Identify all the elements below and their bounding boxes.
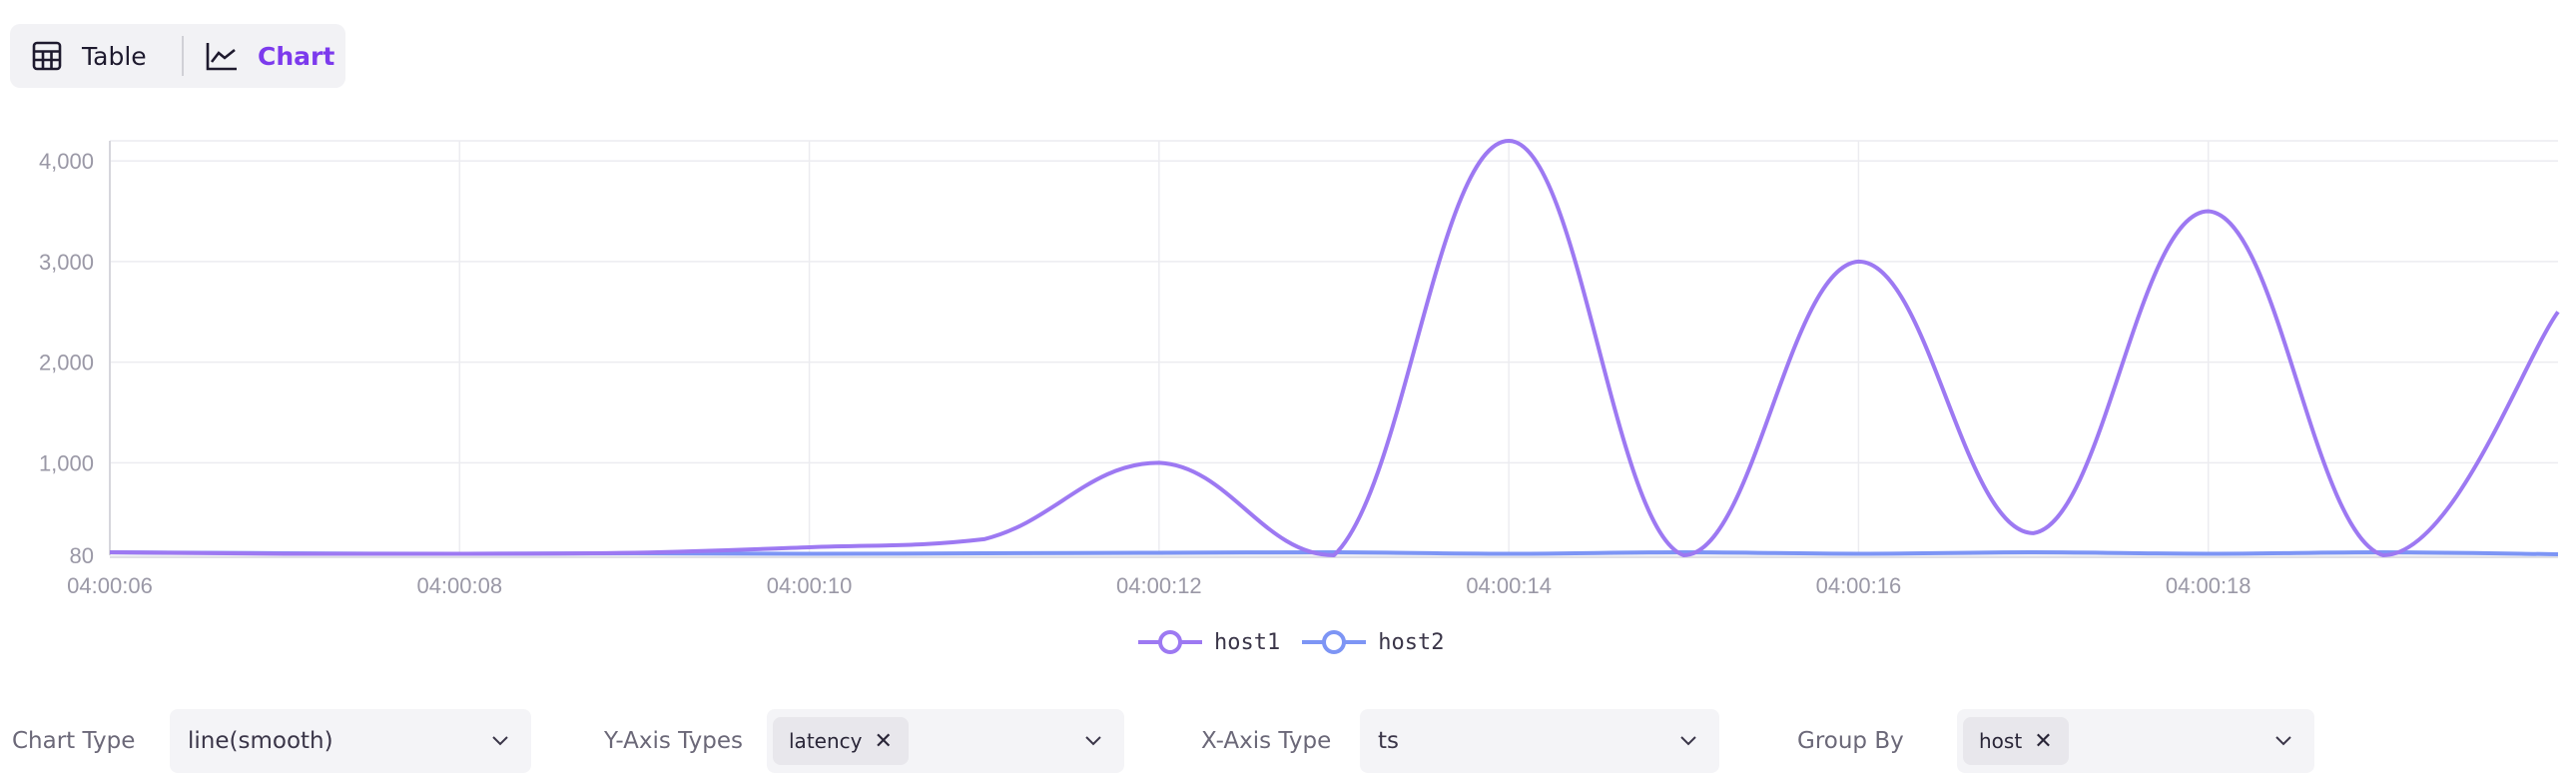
- chart-type-label: Chart Type: [12, 728, 136, 754]
- table-icon: [32, 41, 62, 71]
- remove-tag-icon[interactable]: ✕: [874, 728, 893, 754]
- chart-controls: Chart Type line(smooth) Y-Axis Types lat…: [0, 709, 2576, 773]
- legend-marker-icon: [1138, 630, 1202, 654]
- legend-label: host2: [1378, 629, 1445, 655]
- tag-label: latency: [789, 729, 863, 753]
- x-axis-type-value: ts: [1378, 728, 1400, 754]
- y-axis-types-label: Y-Axis Types: [604, 728, 743, 754]
- x-tick-label: 04:00:16: [1816, 573, 1902, 598]
- chart-view-button[interactable]: Chart: [184, 24, 334, 88]
- x-tick-label: 04:00:08: [416, 573, 502, 598]
- x-tick-label: 04:00:06: [67, 573, 153, 598]
- chart-label: Chart: [258, 41, 335, 71]
- chart-type-select[interactable]: line(smooth): [170, 709, 531, 773]
- y-tick-label: 1,000: [39, 450, 94, 475]
- x-tick-label: 04:00:18: [2166, 573, 2252, 598]
- tag-host: host ✕: [1963, 717, 2069, 765]
- legend: host1 host2: [1138, 627, 1466, 657]
- series-line-host1: [109, 139, 2560, 557]
- tag-label: host: [1979, 729, 2023, 753]
- view-toggle: Table Chart: [10, 24, 345, 88]
- chevron-down-icon: [492, 736, 508, 746]
- y-tick-label: 4,000: [39, 149, 94, 174]
- legend-label: host1: [1214, 629, 1281, 655]
- toggle-divider: [182, 36, 184, 76]
- legend-item-host1[interactable]: host1: [1138, 627, 1280, 657]
- x-axis-type-select[interactable]: ts: [1360, 709, 1719, 773]
- line-chart-icon: [206, 43, 237, 71]
- x-tick-label: 04:00:10: [767, 573, 853, 598]
- legend-marker-icon: [1302, 630, 1367, 654]
- x-tick-label: 04:00:12: [1116, 573, 1202, 598]
- chevron-down-icon: [1680, 736, 1696, 746]
- chevron-down-icon: [1085, 736, 1101, 746]
- chevron-down-icon: [2275, 736, 2291, 746]
- table-view-button[interactable]: Table: [10, 24, 182, 88]
- group-by-select[interactable]: host ✕: [1957, 709, 2314, 773]
- remove-tag-icon[interactable]: ✕: [2034, 728, 2053, 754]
- y-tick-label: 80: [70, 543, 94, 568]
- tag-latency: latency ✕: [773, 717, 909, 765]
- x-tick-label: 04:00:14: [1466, 573, 1552, 598]
- legend-item-host2[interactable]: host2: [1302, 627, 1444, 657]
- group-by-label: Group By: [1797, 728, 1904, 754]
- table-label: Table: [82, 41, 147, 71]
- x-axis-type-label: X-Axis Type: [1201, 728, 1332, 754]
- y-tick-label: 2,000: [39, 351, 94, 376]
- chart-type-value: line(smooth): [188, 728, 333, 754]
- y-axis-types-select[interactable]: latency ✕: [767, 709, 1124, 773]
- y-tick-label: 3,000: [39, 250, 94, 275]
- line-chart: 80 1,000 2,000 3,000 4,000 04:00:06 04:00:08 04…: [39, 139, 2560, 598]
